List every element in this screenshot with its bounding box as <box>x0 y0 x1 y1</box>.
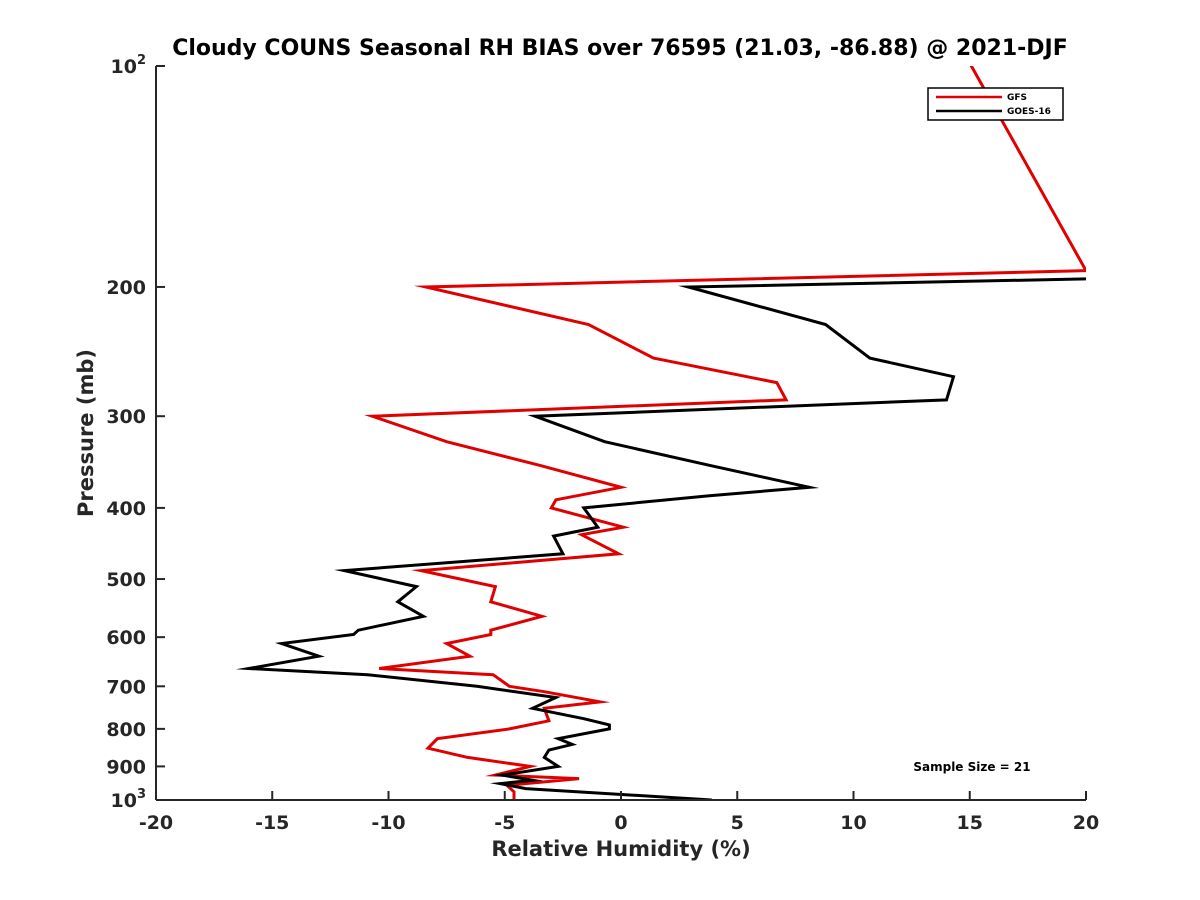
x-tick-label: -10 <box>371 812 405 834</box>
x-tick-label: 10 <box>840 812 866 834</box>
y-ticks: 102 200 300 400 500 600 700 800 900 103 <box>106 53 165 812</box>
series-layer <box>235 66 1086 800</box>
series-line-goes-16 <box>235 277 1086 800</box>
legend-label-goes16: GOES-16 <box>1007 107 1051 117</box>
y-tick-label: 500 <box>106 569 146 591</box>
x-tick-label: -5 <box>494 812 515 834</box>
x-tick-label: 20 <box>1073 812 1099 834</box>
x-tick-label: 0 <box>614 812 627 834</box>
x-ticks: -20 -15 -10 -5 0 5 10 15 20 <box>139 791 1099 834</box>
series-line-gfs <box>364 66 1086 800</box>
chart-title: Cloudy COUNS Seasonal RH BIAS over 76595… <box>172 36 1068 61</box>
legend-label-gfs: GFS <box>1007 93 1027 103</box>
legend: GFS GOES-16 <box>927 87 1064 121</box>
x-tick-label: 5 <box>731 812 744 834</box>
y-tick-label: 200 <box>106 277 146 299</box>
legend-box <box>927 87 1064 121</box>
axes-layer <box>155 66 1086 801</box>
y-tick-label: 800 <box>106 719 146 741</box>
y-tick-label: 300 <box>106 406 146 428</box>
x-tick-label: -20 <box>139 812 173 834</box>
x-axis-label: Relative Humidity (%) <box>491 837 750 861</box>
y-tick-label: 900 <box>106 756 146 778</box>
x-tick-label: -15 <box>255 812 289 834</box>
y-axis-label: Pressure (mb) <box>74 349 98 517</box>
y-tick-label: 103 <box>111 787 147 812</box>
sample-size-annotation: Sample Size = 21 <box>913 760 1030 774</box>
y-tick-label: 600 <box>106 627 146 649</box>
y-tick-label: 400 <box>106 498 146 520</box>
x-tick-label: 15 <box>957 812 983 834</box>
y-tick-label: 102 <box>111 53 147 78</box>
y-tick-label: 700 <box>106 676 146 698</box>
